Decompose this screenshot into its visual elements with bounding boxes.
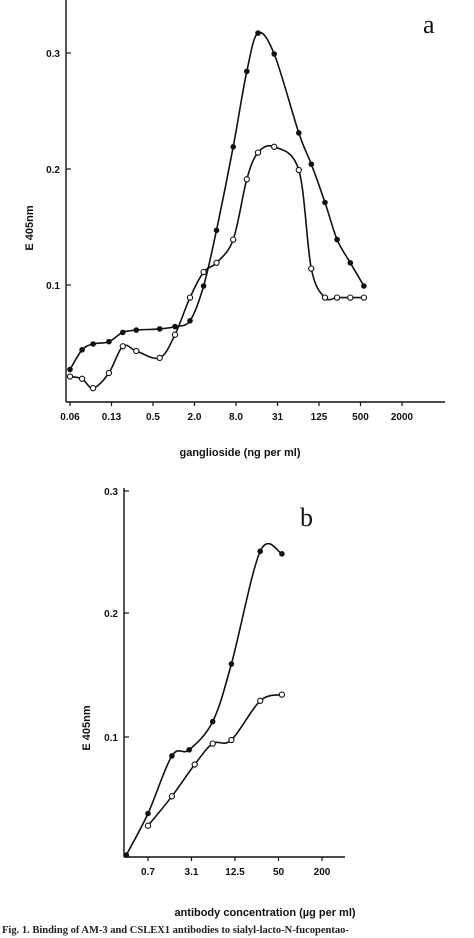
data-point-filled [169, 753, 175, 759]
data-point-filled [187, 318, 193, 324]
x-tick-label: 3.1 [185, 867, 199, 878]
data-point-filled [172, 323, 178, 330]
x-tick-label: 0.5 [146, 412, 160, 423]
data-point-filled [156, 326, 163, 332]
x-tick-label: 125 [311, 412, 328, 423]
data-point-filled [90, 341, 96, 347]
data-point-open [243, 176, 250, 183]
data-point-filled [322, 199, 328, 206]
data-point-open [295, 166, 302, 174]
x-tick-label: 200 [314, 867, 331, 878]
x-axis-label: ganglioside (ng per ml) [179, 447, 300, 459]
data-point-open [308, 265, 315, 272]
y-axis-label: E 405nm [81, 705, 93, 750]
data-point-filled [228, 661, 235, 667]
data-point-open [271, 143, 278, 150]
data-point-open [213, 259, 220, 266]
data-point-filled [213, 227, 220, 234]
data-point-filled [271, 51, 278, 57]
series-line-open [147, 693, 283, 827]
x-tick-label: 0.06 [60, 412, 80, 423]
x-tick-label: 0.7 [141, 867, 155, 878]
data-point-filled [120, 329, 126, 336]
y-tick-label: 0.1 [104, 733, 118, 744]
data-point-open [191, 761, 198, 768]
data-point-open [78, 375, 86, 382]
x-tick-label: 50 [273, 867, 285, 878]
data-point-open [347, 294, 354, 301]
data-point-filled [123, 852, 130, 858]
data-point-filled [279, 551, 285, 557]
y-tick-label: 0.3 [46, 49, 60, 60]
data-point-filled [106, 338, 112, 345]
data-point-filled [145, 810, 151, 817]
panel-a: 0.1 0.2 0.3 0.06 0.13 0.5 2.0 8.0 31 125 500 2000 ga… [24, 0, 445, 459]
series-line-filled [69, 31, 365, 370]
data-point-open [133, 347, 140, 355]
data-point-filled [230, 144, 236, 150]
data-point-open [321, 294, 329, 301]
data-point-filled [308, 161, 315, 167]
data-point-open [257, 697, 264, 704]
y-tick-label: 0.2 [104, 609, 118, 620]
data-point-filled [200, 283, 207, 289]
data-point-filled [255, 30, 261, 36]
data-point-open [119, 343, 126, 350]
data-point-filled [67, 366, 73, 373]
data-point-open [89, 384, 97, 392]
x-tick-label: 0.13 [102, 412, 122, 423]
data-point-open [209, 740, 216, 747]
x-tick-label: 12.5 [225, 867, 245, 878]
data-point-filled [347, 260, 354, 266]
x-tick-label: 500 [352, 412, 369, 423]
data-point-filled [209, 718, 216, 725]
data-point-filled [244, 68, 250, 75]
panel-letter: b [300, 503, 313, 532]
data-point-filled [133, 327, 140, 333]
data-point-filled [334, 236, 340, 243]
data-point-open [66, 373, 74, 380]
y-tick-label: 0.1 [46, 281, 60, 292]
data-point-open [156, 354, 163, 362]
data-point-open [278, 691, 286, 698]
data-point-open [144, 822, 152, 829]
data-point-filled [79, 347, 85, 353]
y-tick-label: 0.2 [46, 165, 60, 176]
panel-letter: a [423, 10, 435, 39]
data-point-open [230, 236, 237, 243]
data-point-open [333, 294, 341, 301]
series-line-filled [125, 543, 283, 856]
data-point-filled [361, 283, 367, 289]
data-point-open [200, 268, 207, 276]
x-tick-label: 31 [272, 412, 284, 423]
data-point-open [186, 294, 194, 301]
data-point-filled [257, 548, 264, 555]
x-tick-label: 8.0 [229, 412, 243, 423]
data-point-filled [186, 747, 192, 753]
data-point-open [254, 149, 262, 156]
data-point-open [168, 793, 176, 800]
figure-caption: Fig. 1. Binding of AM-3 and CSLEX1 antib… [2, 925, 349, 936]
data-point-filled [296, 130, 302, 136]
x-tick-label: 2.0 [188, 412, 202, 423]
data-point-open [171, 331, 179, 338]
data-point-open [228, 736, 235, 744]
x-axis-label: antibody concentration (µg per ml) [174, 907, 355, 919]
panel-b: 0.1 0.2 0.3 0.7 3.1 12.5 50 200 antibody concent… [81, 487, 356, 919]
data-point-open [105, 369, 113, 377]
y-axis-label: E 405nm [24, 205, 36, 250]
y-tick-label: 0.3 [104, 487, 118, 498]
series-line-open [69, 144, 364, 389]
data-point-open [360, 294, 368, 301]
x-tick-label: 2000 [391, 412, 414, 423]
